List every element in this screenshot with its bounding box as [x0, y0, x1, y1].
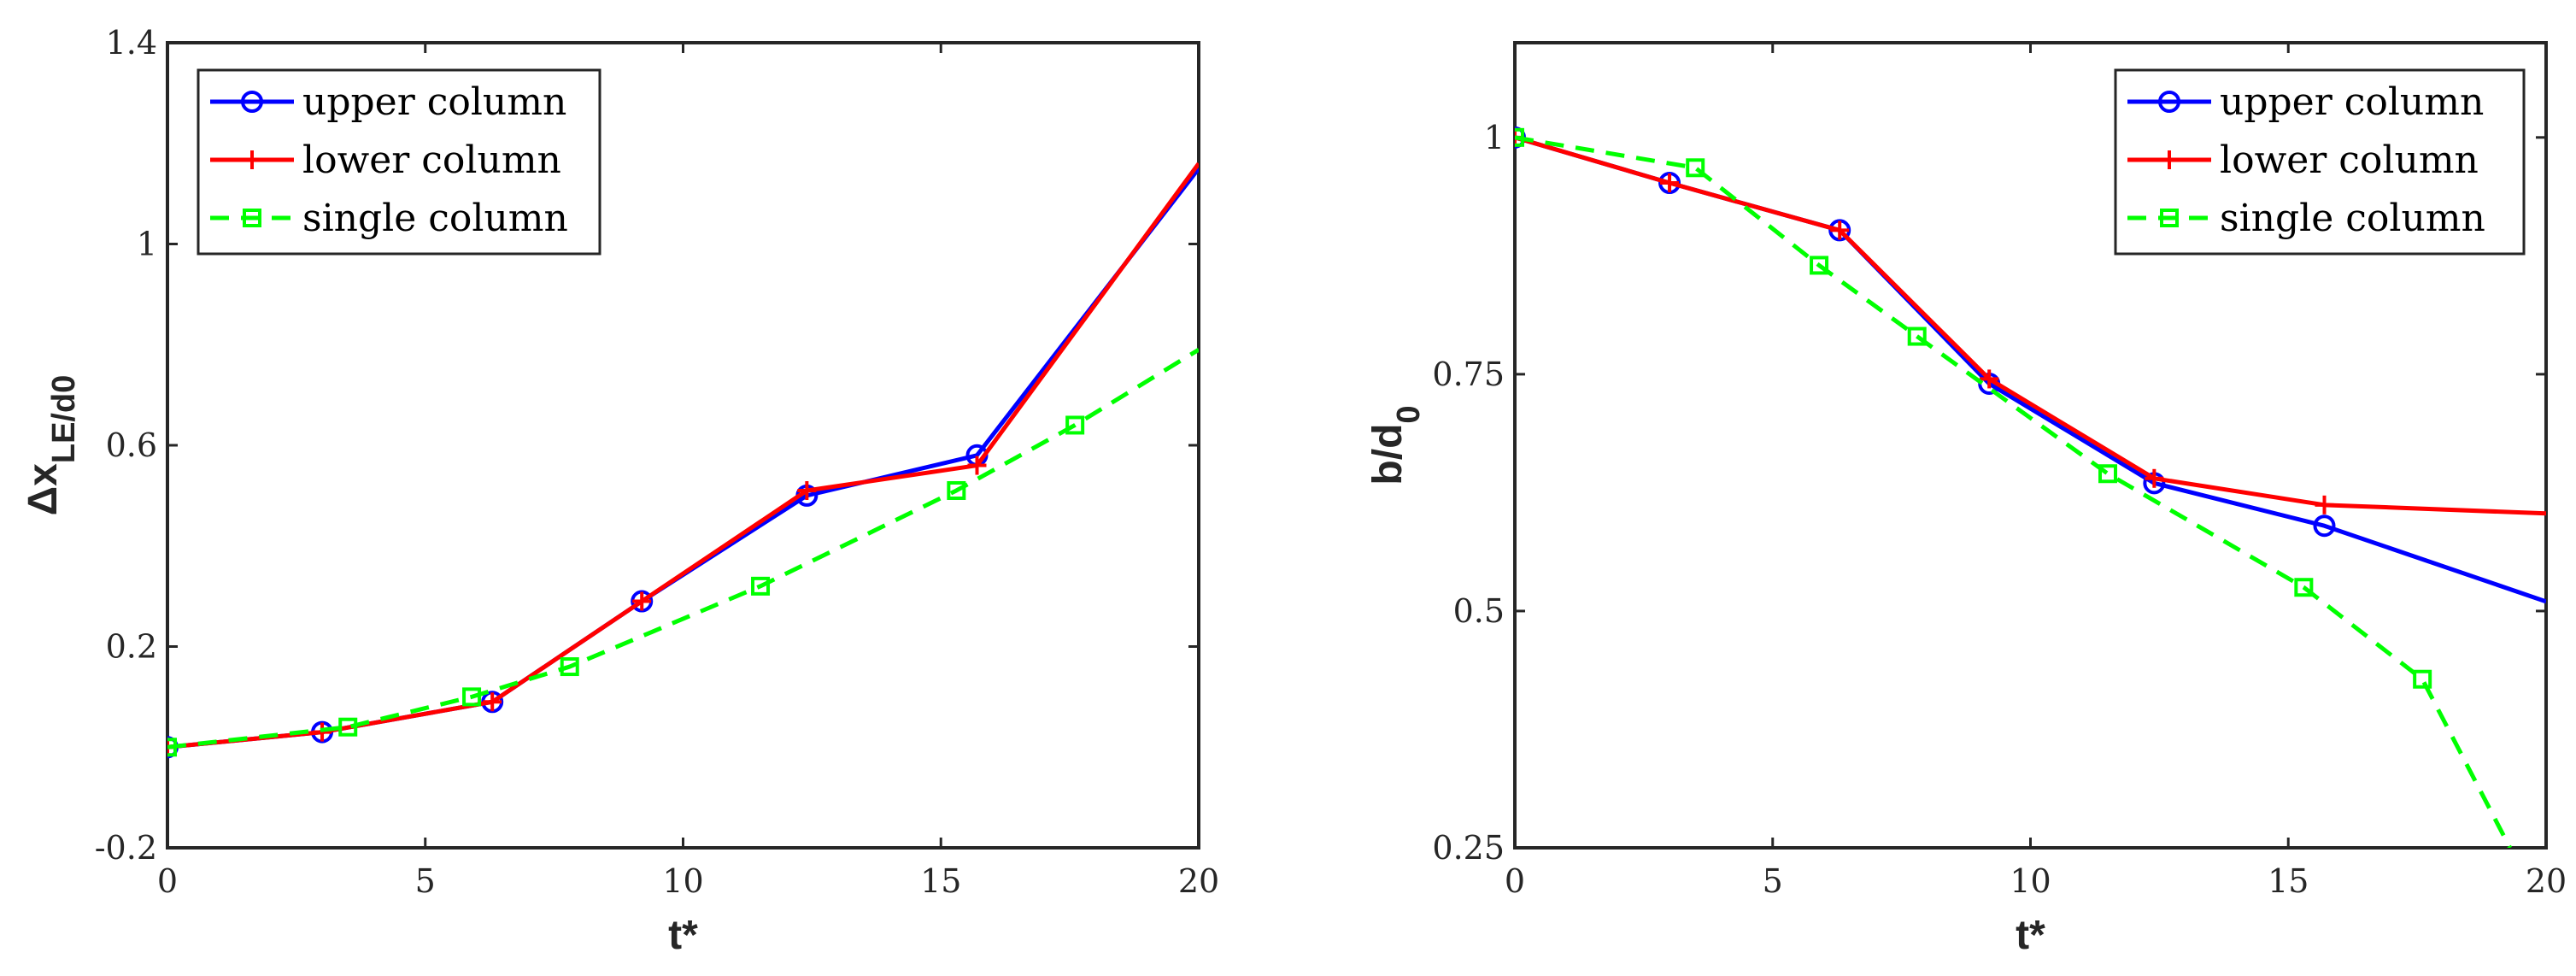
- x-tick-label: 5: [415, 862, 436, 900]
- y-tick-label: 1: [137, 226, 157, 263]
- legend: upper column lower column single column: [2114, 68, 2526, 256]
- legend-entry: upper column: [2127, 80, 2484, 124]
- legend-entry: single column: [2127, 197, 2485, 240]
- x-tick-label: 0: [157, 862, 178, 900]
- y-tick-label: 0.25: [1432, 829, 1505, 867]
- data-point: [947, 480, 966, 500]
- data-point: [797, 480, 817, 500]
- data-point: [1686, 158, 1705, 178]
- x-tick-label: 20: [2526, 862, 2567, 900]
- data-point: [2315, 495, 2334, 514]
- data-point: [1065, 415, 1085, 435]
- data-point: [967, 456, 987, 475]
- data-point: [2313, 514, 2336, 538]
- chart-panel-1: 0 5 10 15 20 -0.2 0.2 0.6 1 1.4 t* ΔxLE/d0 upper col…: [21, 24, 1219, 958]
- x-tick-label: 15: [920, 862, 961, 900]
- y-tick-label: 1.4: [106, 24, 157, 62]
- data-point: [241, 91, 263, 113]
- data-point: [1515, 127, 1524, 147]
- legend-entry: upper column: [210, 80, 566, 124]
- series-line-single-column: [167, 348, 1199, 750]
- x-tick-label: 20: [1178, 862, 1219, 900]
- data-point: [1907, 326, 1927, 346]
- y-axis-label: b/d0: [1365, 405, 1427, 485]
- x-tick-label: 15: [2268, 862, 2309, 900]
- y-tick-label: 0.6: [106, 426, 157, 464]
- data-point: [313, 722, 332, 742]
- x-tick-label: 5: [1763, 862, 1783, 900]
- data-point: [1980, 369, 1999, 389]
- y-tick-label: 1: [1484, 119, 1505, 156]
- legend-label: upper column: [302, 80, 566, 124]
- data-point: [2294, 578, 2314, 597]
- x-tick-label: 0: [1505, 862, 1525, 900]
- data-point: [462, 687, 482, 707]
- data-point: [1660, 173, 1680, 193]
- data-point: [632, 591, 652, 611]
- data-point: [1810, 256, 1829, 275]
- y-tick-label: 0.5: [1453, 592, 1505, 630]
- data-point: [243, 150, 261, 169]
- y-tick-label: -0.2: [95, 829, 157, 867]
- x-axis-label: t*: [2016, 913, 2045, 958]
- data-point: [560, 657, 579, 677]
- chart-panel-2: 0 5 10 15 20 0.25 0.5 0.75 1 t* b/d0 upper column lo…: [1365, 41, 2567, 958]
- data-point: [751, 576, 771, 596]
- data-point: [2158, 91, 2180, 113]
- legend-label: upper column: [2220, 80, 2484, 124]
- y-tick-label: 0.75: [1432, 356, 1505, 393]
- data-point: [2145, 468, 2164, 488]
- series-group: [1515, 126, 2546, 848]
- legend-label: lower column: [302, 138, 561, 182]
- legend-label: lower column: [2220, 138, 2479, 182]
- legend-entry: lower column: [2127, 138, 2479, 182]
- x-tick-label: 10: [662, 862, 703, 900]
- data-point: [243, 209, 261, 227]
- legend-label: single column: [2220, 197, 2485, 240]
- legend-entry: lower column: [210, 138, 561, 182]
- data-point: [2098, 464, 2118, 484]
- y-tick-label: 0.2: [106, 628, 157, 666]
- data-point: [2160, 150, 2179, 169]
- legend: upper column lower column single column: [197, 68, 601, 256]
- legend-entry: single column: [210, 197, 568, 240]
- legend-label: single column: [302, 197, 568, 240]
- data-point: [1830, 220, 1850, 240]
- data-point: [2160, 209, 2179, 227]
- x-axis-label: t*: [668, 913, 698, 958]
- y-axis-label: ΔxLE/d0: [21, 375, 82, 516]
- data-point: [483, 692, 502, 712]
- data-point: [338, 717, 358, 737]
- series-line-single-column: [1515, 135, 2512, 848]
- data-point: [2413, 669, 2432, 689]
- x-tick-label: 10: [2010, 862, 2051, 900]
- series-group: [167, 162, 1199, 759]
- data-point: [167, 738, 177, 757]
